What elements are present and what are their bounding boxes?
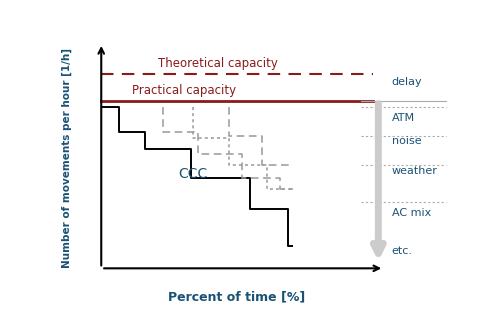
Text: CCC: CCC [178,167,207,181]
Text: etc.: etc. [392,246,413,256]
Text: delay: delay [392,77,422,87]
Text: Theoretical capacity: Theoretical capacity [158,57,278,70]
Text: Practical capacity: Practical capacity [132,84,236,97]
Text: ATM: ATM [392,114,415,123]
Text: weather: weather [392,166,438,176]
Text: AC mix: AC mix [392,208,431,218]
Text: noise: noise [392,135,422,146]
Text: Number of movements per hour [1/h]: Number of movements per hour [1/h] [61,48,72,268]
Text: Percent of time [%]: Percent of time [%] [168,290,306,303]
